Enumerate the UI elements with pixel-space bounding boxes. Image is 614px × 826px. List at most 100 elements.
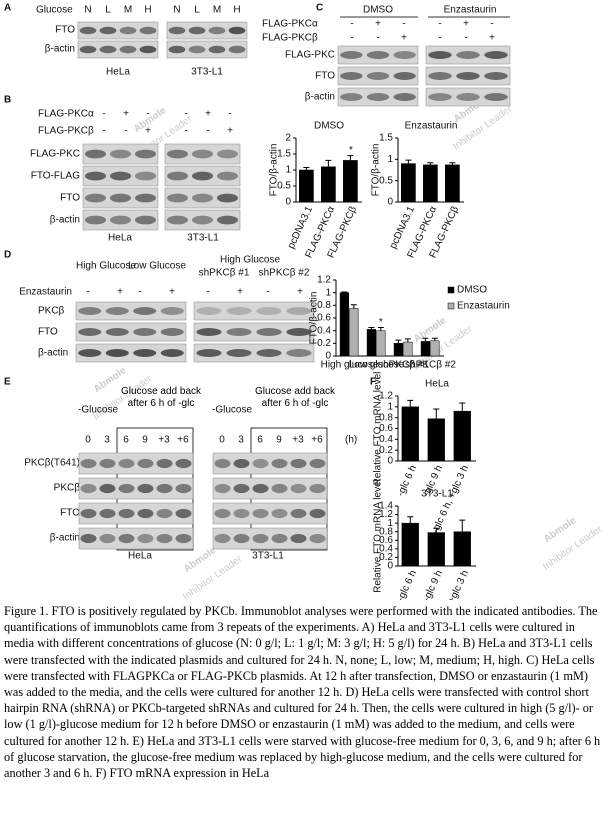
blot-strip [337, 45, 419, 65]
chart-title: 3T3-L1 [421, 489, 453, 500]
label: - [464, 33, 467, 44]
error-bar [325, 159, 332, 167]
blot-band [393, 93, 416, 101]
blot-band [78, 307, 102, 315]
label: -Glucose [212, 405, 252, 416]
bar [427, 418, 445, 462]
header-box: Glucose add back after 6 h of -glc [121, 386, 201, 409]
blot-band [192, 171, 213, 181]
blot-band [80, 508, 97, 519]
blot-band [252, 533, 269, 544]
y-tick-label: 0.6 [379, 423, 393, 434]
bar [299, 169, 314, 203]
blot-band [217, 193, 238, 203]
blot-band [271, 533, 288, 544]
label: FTO [38, 327, 58, 338]
blot-band [340, 72, 363, 80]
label: FLAG-PKCβ [262, 33, 318, 44]
panel-letter: D [4, 250, 11, 261]
error-bar [341, 291, 348, 293]
blot-band [188, 45, 206, 54]
blot-band [118, 458, 135, 469]
label: +6 [177, 435, 189, 446]
legend-label: DMSO [457, 285, 487, 296]
blot-band [175, 533, 192, 544]
label: β-actin [305, 92, 335, 103]
bar [401, 406, 419, 462]
label: - [206, 126, 209, 137]
blot-band [428, 93, 452, 101]
label: shPKCβ #2 [259, 268, 310, 279]
caption: Figure 1. FTO is positively regulated by… [4, 604, 601, 781]
blot-strip [78, 477, 194, 500]
blot-band [99, 508, 116, 519]
blot-strip [166, 40, 248, 59]
error-bar [433, 408, 440, 419]
label: H [144, 5, 151, 16]
header-box: Glucose add back after 6 h of -glc [255, 386, 335, 409]
label: Enzastaurin [19, 287, 72, 298]
blot-strip [164, 209, 241, 231]
label: β-actin [45, 44, 75, 55]
label: - [206, 287, 209, 298]
label: - [124, 126, 127, 137]
chart-title: Enzastaurin [405, 121, 458, 132]
blot-band [119, 26, 137, 35]
blot-strip [77, 40, 159, 59]
blot-strip [212, 502, 328, 525]
label: N [84, 5, 91, 16]
legend-label: Enzastaurin [457, 301, 510, 312]
bar [401, 163, 416, 203]
blot-band [456, 51, 480, 59]
error-bar [427, 162, 434, 165]
blot-band [137, 483, 154, 494]
blot-band [271, 458, 288, 469]
label: β-actin [50, 533, 80, 544]
blot-band [366, 93, 390, 101]
label: - [102, 126, 105, 137]
blot-band [226, 349, 252, 357]
blot-band [286, 307, 312, 315]
blot-band [366, 51, 390, 59]
x-tick-label: shPKCβ #1 [378, 360, 429, 371]
y-tick-label: 1 [285, 165, 291, 176]
blot-band [105, 307, 129, 315]
blot-strip [75, 301, 187, 321]
blot-band [192, 215, 213, 225]
label: FLAG-PKCβ [38, 126, 94, 137]
blot-band [110, 215, 131, 225]
label: 0 [219, 435, 225, 446]
blot-band [188, 26, 206, 35]
label: PKCβ(T641) [24, 458, 80, 469]
blot-strip [166, 21, 248, 40]
blot-band [105, 328, 129, 336]
label: +3 [292, 435, 304, 446]
blot-band [256, 328, 282, 336]
blot-band [290, 483, 307, 494]
blot-band [79, 45, 97, 54]
blot-band [214, 483, 231, 494]
label: + [145, 126, 151, 137]
y-tick-label: 2 [285, 133, 291, 144]
blot-band [137, 533, 154, 544]
panel-letter: A [4, 3, 11, 14]
blot-band [217, 215, 238, 225]
label: + [375, 19, 381, 30]
blot-strip [82, 187, 159, 209]
bar [339, 292, 349, 357]
label: 6 [123, 435, 129, 446]
bar [393, 343, 403, 357]
blot-band [290, 458, 307, 469]
blot-strip [425, 87, 511, 107]
blot-band [208, 45, 226, 54]
y-tick-label: 0 [325, 351, 331, 362]
blot-band [160, 328, 184, 336]
label: - [184, 109, 187, 120]
label: FTO [60, 193, 80, 204]
error-bar [407, 399, 414, 407]
bar [343, 160, 358, 203]
blot-band [256, 349, 282, 357]
blot-band [167, 193, 188, 203]
